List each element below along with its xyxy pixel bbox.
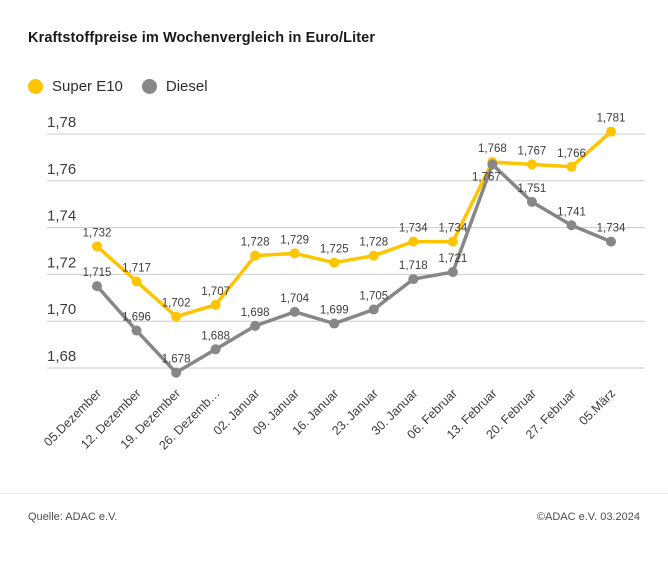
data-point [171, 311, 182, 322]
value-label: 1,721 [438, 253, 467, 265]
data-point [566, 220, 577, 231]
value-label: 1,725 [320, 244, 349, 256]
data-point [606, 126, 617, 137]
series-diesel [92, 159, 617, 378]
value-label: 1,729 [280, 234, 309, 246]
value-label: 1,696 [122, 312, 151, 324]
y-gridline-group: 1,78 [47, 114, 645, 135]
value-label: 1,741 [557, 206, 586, 218]
data-point [250, 320, 261, 331]
data-point [250, 250, 261, 261]
value-label: 1,734 [438, 223, 467, 235]
page-title: Kraftstoffpreise im Wochenvergleich in E… [28, 30, 376, 46]
data-point [368, 304, 379, 315]
value-label: 1,728 [359, 237, 388, 249]
y-axis-tick-label: 1,70 [47, 301, 76, 318]
data-point [606, 236, 617, 247]
data-point [329, 257, 340, 268]
line-chart: 1,78 1,76 1,74 1,72 1,70 1,68 1,732 1,717 1,702 1… [41, 113, 645, 453]
copyright-note: ©ADAC e.V. 03.2024 [536, 511, 640, 523]
data-point [408, 274, 419, 285]
value-label: 1,698 [241, 307, 270, 319]
value-label: 1,734 [399, 223, 428, 235]
legend-label-super-e10: Super E10 [52, 78, 123, 95]
data-point [408, 236, 419, 247]
value-label: 1,699 [320, 305, 349, 317]
footer-divider [0, 493, 668, 494]
data-point [92, 281, 102, 292]
data-point [566, 161, 577, 172]
data-point [210, 299, 221, 310]
chart-legend: Super E10 Diesel [28, 78, 218, 95]
value-label: 1,707 [201, 286, 230, 298]
data-point [92, 241, 102, 252]
y-gridline-group: 1,72 [47, 254, 645, 275]
value-label: 1,766 [557, 148, 586, 160]
data-point [487, 159, 498, 170]
legend-label-diesel: Diesel [165, 78, 208, 95]
y-gridline-group: 1,68 [47, 348, 645, 369]
data-point [526, 196, 537, 207]
y-axis-tick-label: 1,76 [47, 161, 76, 178]
value-label: 1,702 [162, 298, 191, 310]
data-point [289, 248, 300, 259]
value-label: 1,704 [280, 293, 309, 305]
value-label: 1,715 [83, 267, 112, 279]
data-point [171, 367, 182, 378]
data-point [368, 250, 379, 261]
y-gridline-group: 1,74 [47, 208, 645, 229]
value-label: 1,728 [241, 237, 270, 249]
y-axis-tick-label: 1,68 [47, 348, 76, 365]
x-axis-label: 05.März [576, 386, 618, 428]
y-axis-tick-label: 1,72 [47, 254, 76, 271]
data-point [526, 159, 537, 170]
value-label: 1,767 [472, 171, 501, 183]
source-credit: Quelle: ADAC e.V. [28, 511, 118, 523]
value-label: 1,678 [162, 354, 191, 366]
data-point [131, 276, 142, 287]
y-gridline-group: 1,76 [47, 161, 645, 182]
value-label: 1,705 [359, 291, 388, 303]
data-point [210, 344, 221, 355]
legend-dot-super-e10 [28, 79, 43, 94]
value-label: 1,768 [478, 143, 507, 155]
value-label: 1,732 [83, 227, 112, 239]
value-label: 1,718 [399, 260, 428, 272]
data-point [131, 325, 142, 336]
data-point [289, 306, 300, 317]
value-label: 1,751 [518, 183, 547, 195]
series-super-e10 [92, 126, 617, 322]
y-axis-tick-label: 1,74 [47, 208, 76, 225]
data-point [329, 318, 340, 329]
data-point [447, 236, 458, 247]
value-label: 1,688 [201, 330, 230, 342]
legend-dot-diesel [141, 79, 157, 94]
value-label: 1,734 [597, 223, 626, 235]
value-label: 1,781 [597, 113, 626, 125]
y-axis-tick-label: 1,78 [47, 114, 76, 131]
footer: Quelle: ADAC e.V. ©ADAC e.V. 03.2024 [28, 511, 640, 523]
value-label: 1,767 [518, 145, 547, 157]
data-point [447, 267, 458, 278]
value-label: 1,717 [122, 262, 151, 274]
